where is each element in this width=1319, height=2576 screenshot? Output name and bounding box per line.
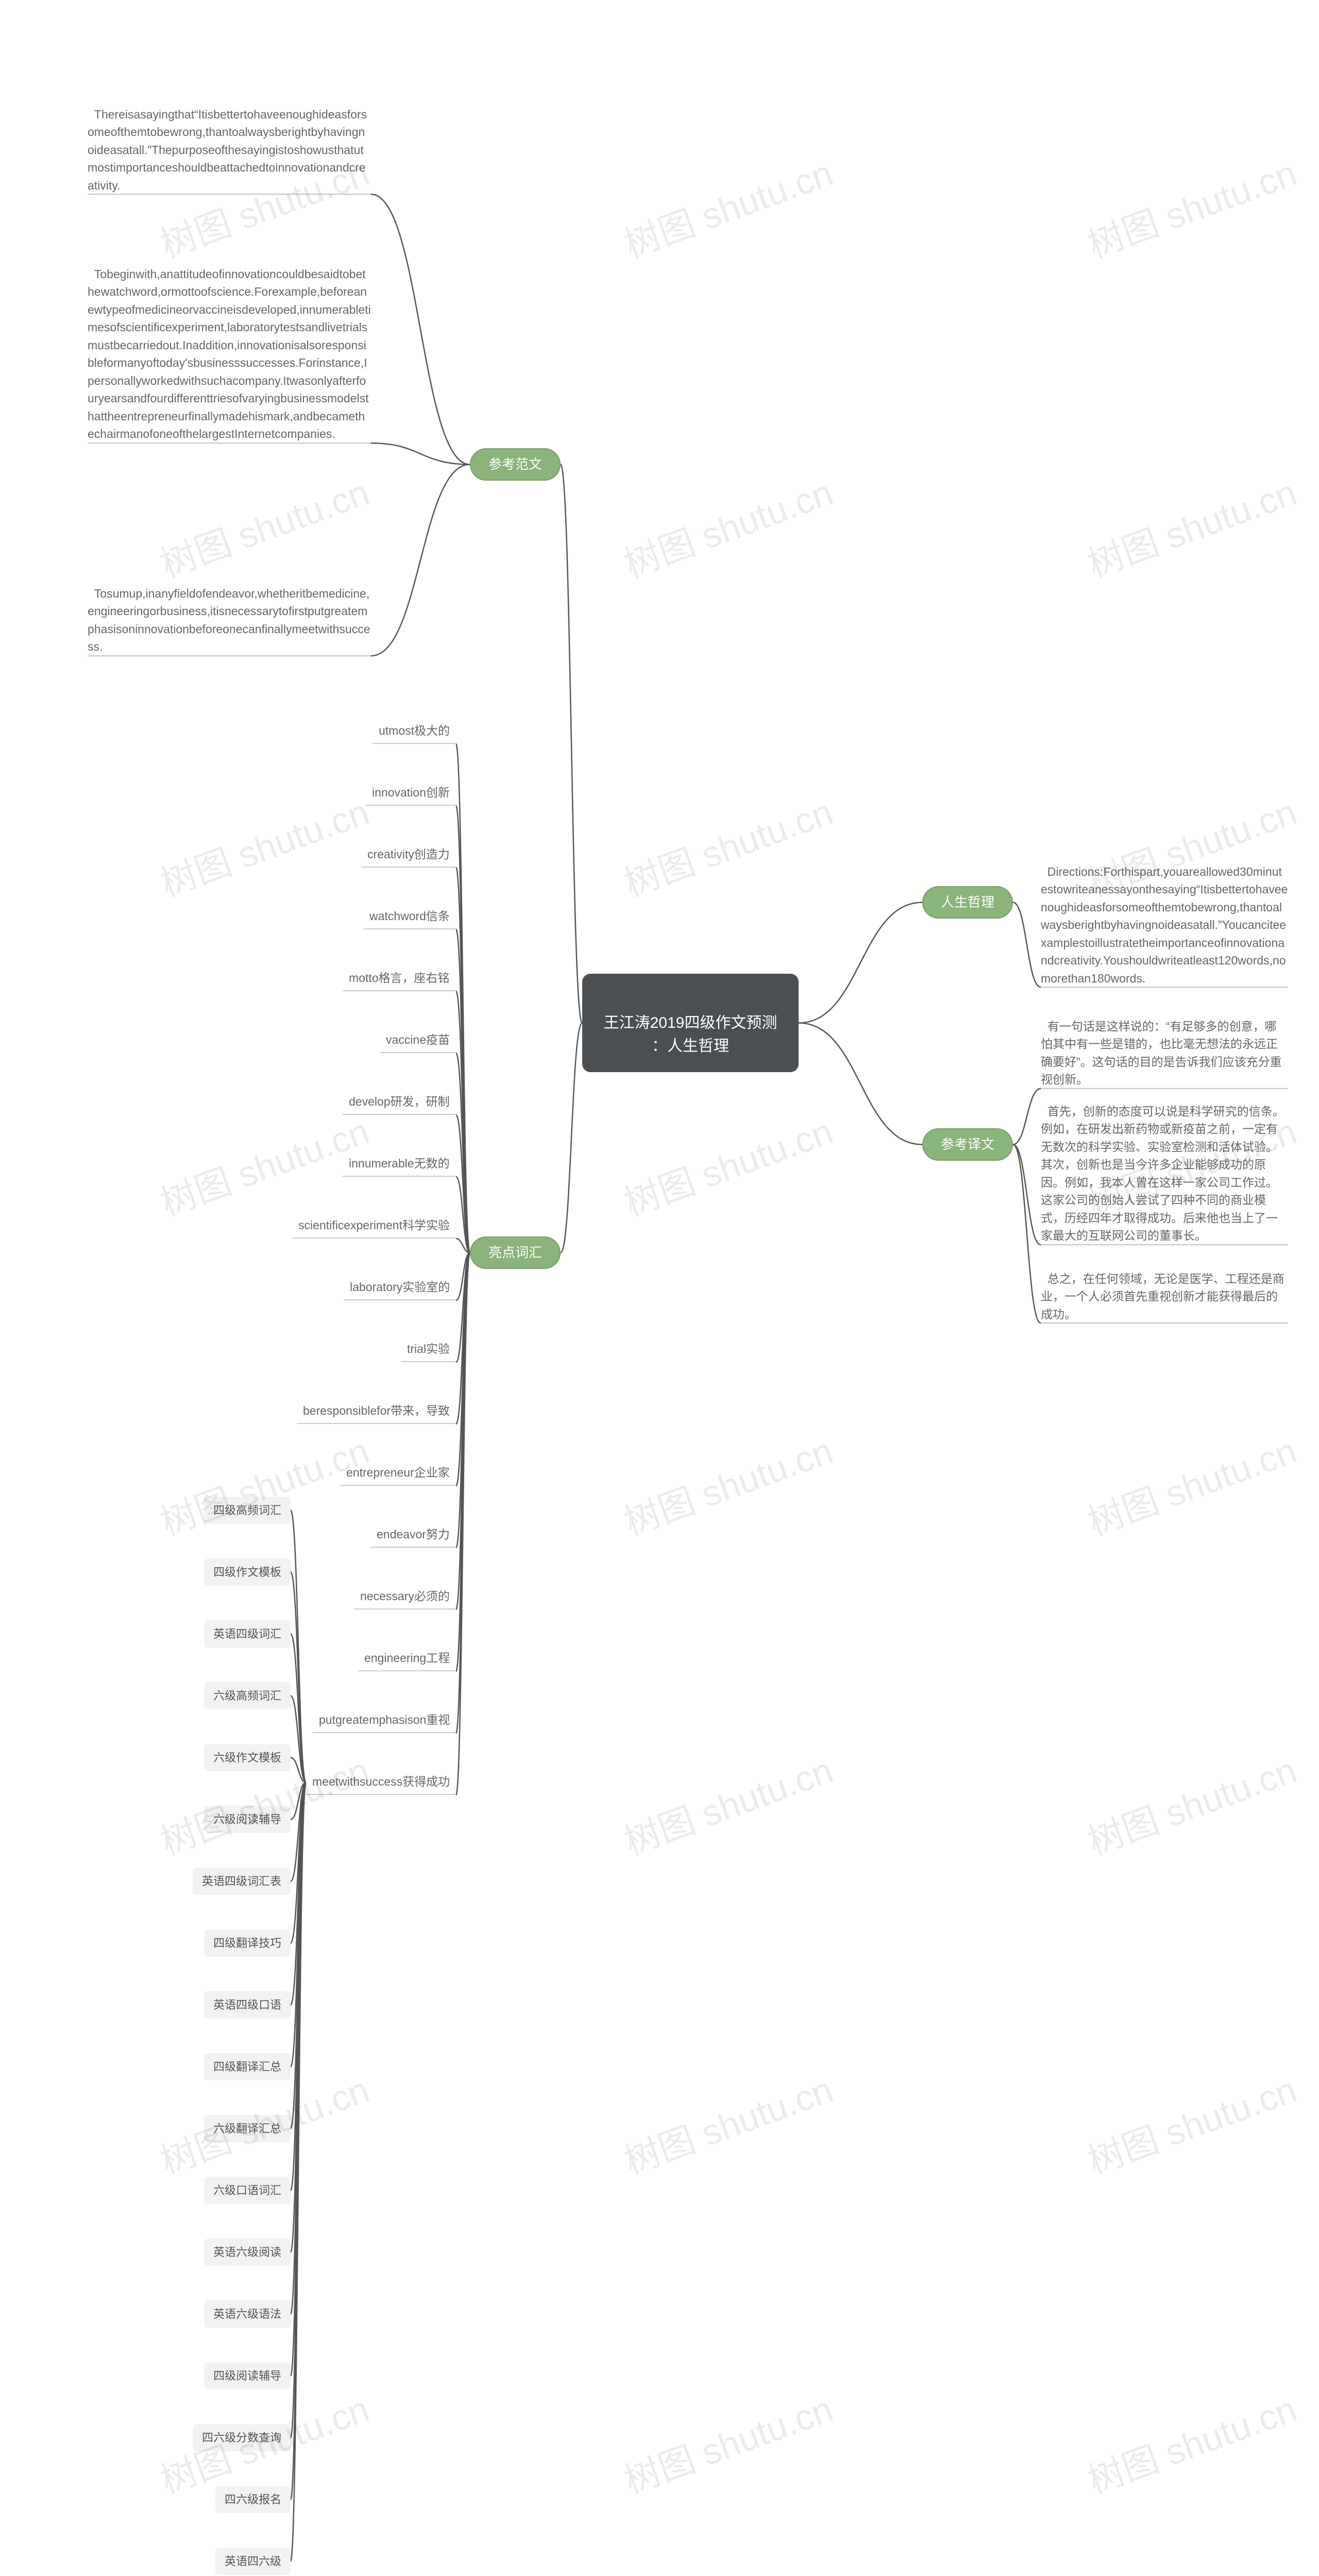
sample-paragraph-0: Thereisasayingthat“Itisbettertohaveenoug… [88,88,371,194]
vocab-item: trial实验 [401,1337,456,1362]
vocab-item: creativity创造力 [361,842,456,868]
branch-philosophy-label: 人生哲理 [941,894,994,910]
vocab-item: meetwithsuccess获得成功 [306,1770,456,1795]
vocab-item: develop研发，研制 [343,1090,456,1115]
vocab-item: utmost极大的 [373,719,456,744]
watermark-text: 树图 shutu.cn [1080,145,1303,268]
watermark-text: 树图 shutu.cn [1080,2381,1303,2504]
tag-item: 英语四级口语 [204,1991,291,2019]
vocab-item: innumerable无数的 [343,1151,456,1177]
tag-item: 四级翻译技巧 [204,1929,291,1957]
tag-item: 英语四级词汇表 [193,1868,291,1895]
watermark-text: 树图 shutu.cn [1080,1742,1303,1866]
tag-item: 六级阅读辅导 [204,1806,291,1833]
watermark-text: 树图 shutu.cn [616,784,839,907]
vocab-item: watchword信条 [363,904,456,929]
sample-paragraph-1: Tobeginwith,anattitudeofinnovationcouldb… [88,247,371,443]
watermark-text: 树图 shutu.cn [1080,2061,1303,2185]
tag-item: 六级口语词汇 [204,2177,291,2204]
branch-philosophy: 人生哲理 [922,886,1013,919]
root-label: 王江涛2019四级作文预测 ：人生哲理 [604,1014,777,1055]
watermark-text: 树图 shutu.cn [1080,464,1303,588]
tag-item: 四级阅读辅导 [204,2362,291,2389]
translation-paragraph-2: 总之，在任何领域，无论是医学、工程还是商业，一个人必须首先重视创新才能获得最后的… [1041,1252,1288,1323]
vocab-item: scientificexperiment科学实验 [292,1213,456,1239]
watermark-text: 树图 shutu.cn [616,145,839,268]
watermark-text: 树图 shutu.cn [616,1742,839,1866]
tag-item: 四六级报名 [215,2486,291,2513]
branch-translation-label: 参考译文 [941,1137,994,1152]
tag-item: 六级作文模板 [204,1744,291,1771]
watermark-text: 树图 shutu.cn [616,1103,839,1227]
branch-sample-label: 参考范文 [488,456,542,472]
watermark-text: 树图 shutu.cn [616,2061,839,2185]
tag-item: 六级翻译汇总 [204,2115,291,2142]
tag-item: 四级高频词汇 [204,1497,291,1524]
tag-item: 英语四六级 [215,2548,291,2575]
vocab-item: putgreatemphasison重视 [313,1708,456,1733]
tag-item: 四级作文模板 [204,1558,291,1586]
vocab-item: entrepreneur企业家 [340,1461,456,1486]
watermark-text: 树图 shutu.cn [153,1103,376,1227]
watermark-text: 树图 shutu.cn [616,1422,839,1546]
vocab-item: vaccine疫苗 [380,1028,456,1053]
vocab-item: laboratory实验室的 [344,1275,456,1300]
watermark-text: 树图 shutu.cn [153,784,376,907]
sample-paragraph-2: Tosumup,inanyfieldofendeavor,whetheritbe… [88,567,371,656]
vocab-item: innovation创新 [366,781,456,806]
tag-item: 英语六级语法 [204,2300,291,2328]
translation-paragraph-1: 首先，创新的态度可以说是科学研究的信条。例如，在研发出新药物或新疫苗之前，一定有… [1041,1084,1288,1245]
branch-vocab-label: 亮点词汇 [488,1245,542,1260]
tag-item: 六级高频词汇 [204,1682,291,1709]
branch-translation: 参考译文 [922,1128,1013,1161]
philosophy-content: Directions:Forthispart,youareallowed30mi… [1041,845,1288,987]
tag-item: 四六级分数查询 [193,2424,291,2451]
vocab-item: engineering工程 [358,1646,456,1671]
translation-paragraph-0: 有一句话是这样说的：“有足够多的创意，哪怕其中有一些是错的，也比毫无想法的永远正… [1041,999,1288,1089]
watermark-text: 树图 shutu.cn [1080,1422,1303,1546]
branch-vocab: 亮点词汇 [470,1236,561,1269]
vocab-item: motto格言，座右铭 [343,966,456,991]
tag-item: 四级翻译汇总 [204,2053,291,2080]
watermark-text: 树图 shutu.cn [616,464,839,588]
vocab-item: endeavor努力 [370,1522,456,1548]
tag-item: 英语四级词汇 [204,1620,291,1648]
vocab-item: beresponsiblefor带来，导致 [297,1399,456,1424]
watermark-text: 树图 shutu.cn [616,2381,839,2504]
branch-sample: 参考范文 [470,448,561,481]
tag-item: 英语六级阅读 [204,2239,291,2266]
root-node: 王江涛2019四级作文预测 ：人生哲理 [582,974,799,1072]
vocab-item: necessary必须的 [354,1584,456,1609]
